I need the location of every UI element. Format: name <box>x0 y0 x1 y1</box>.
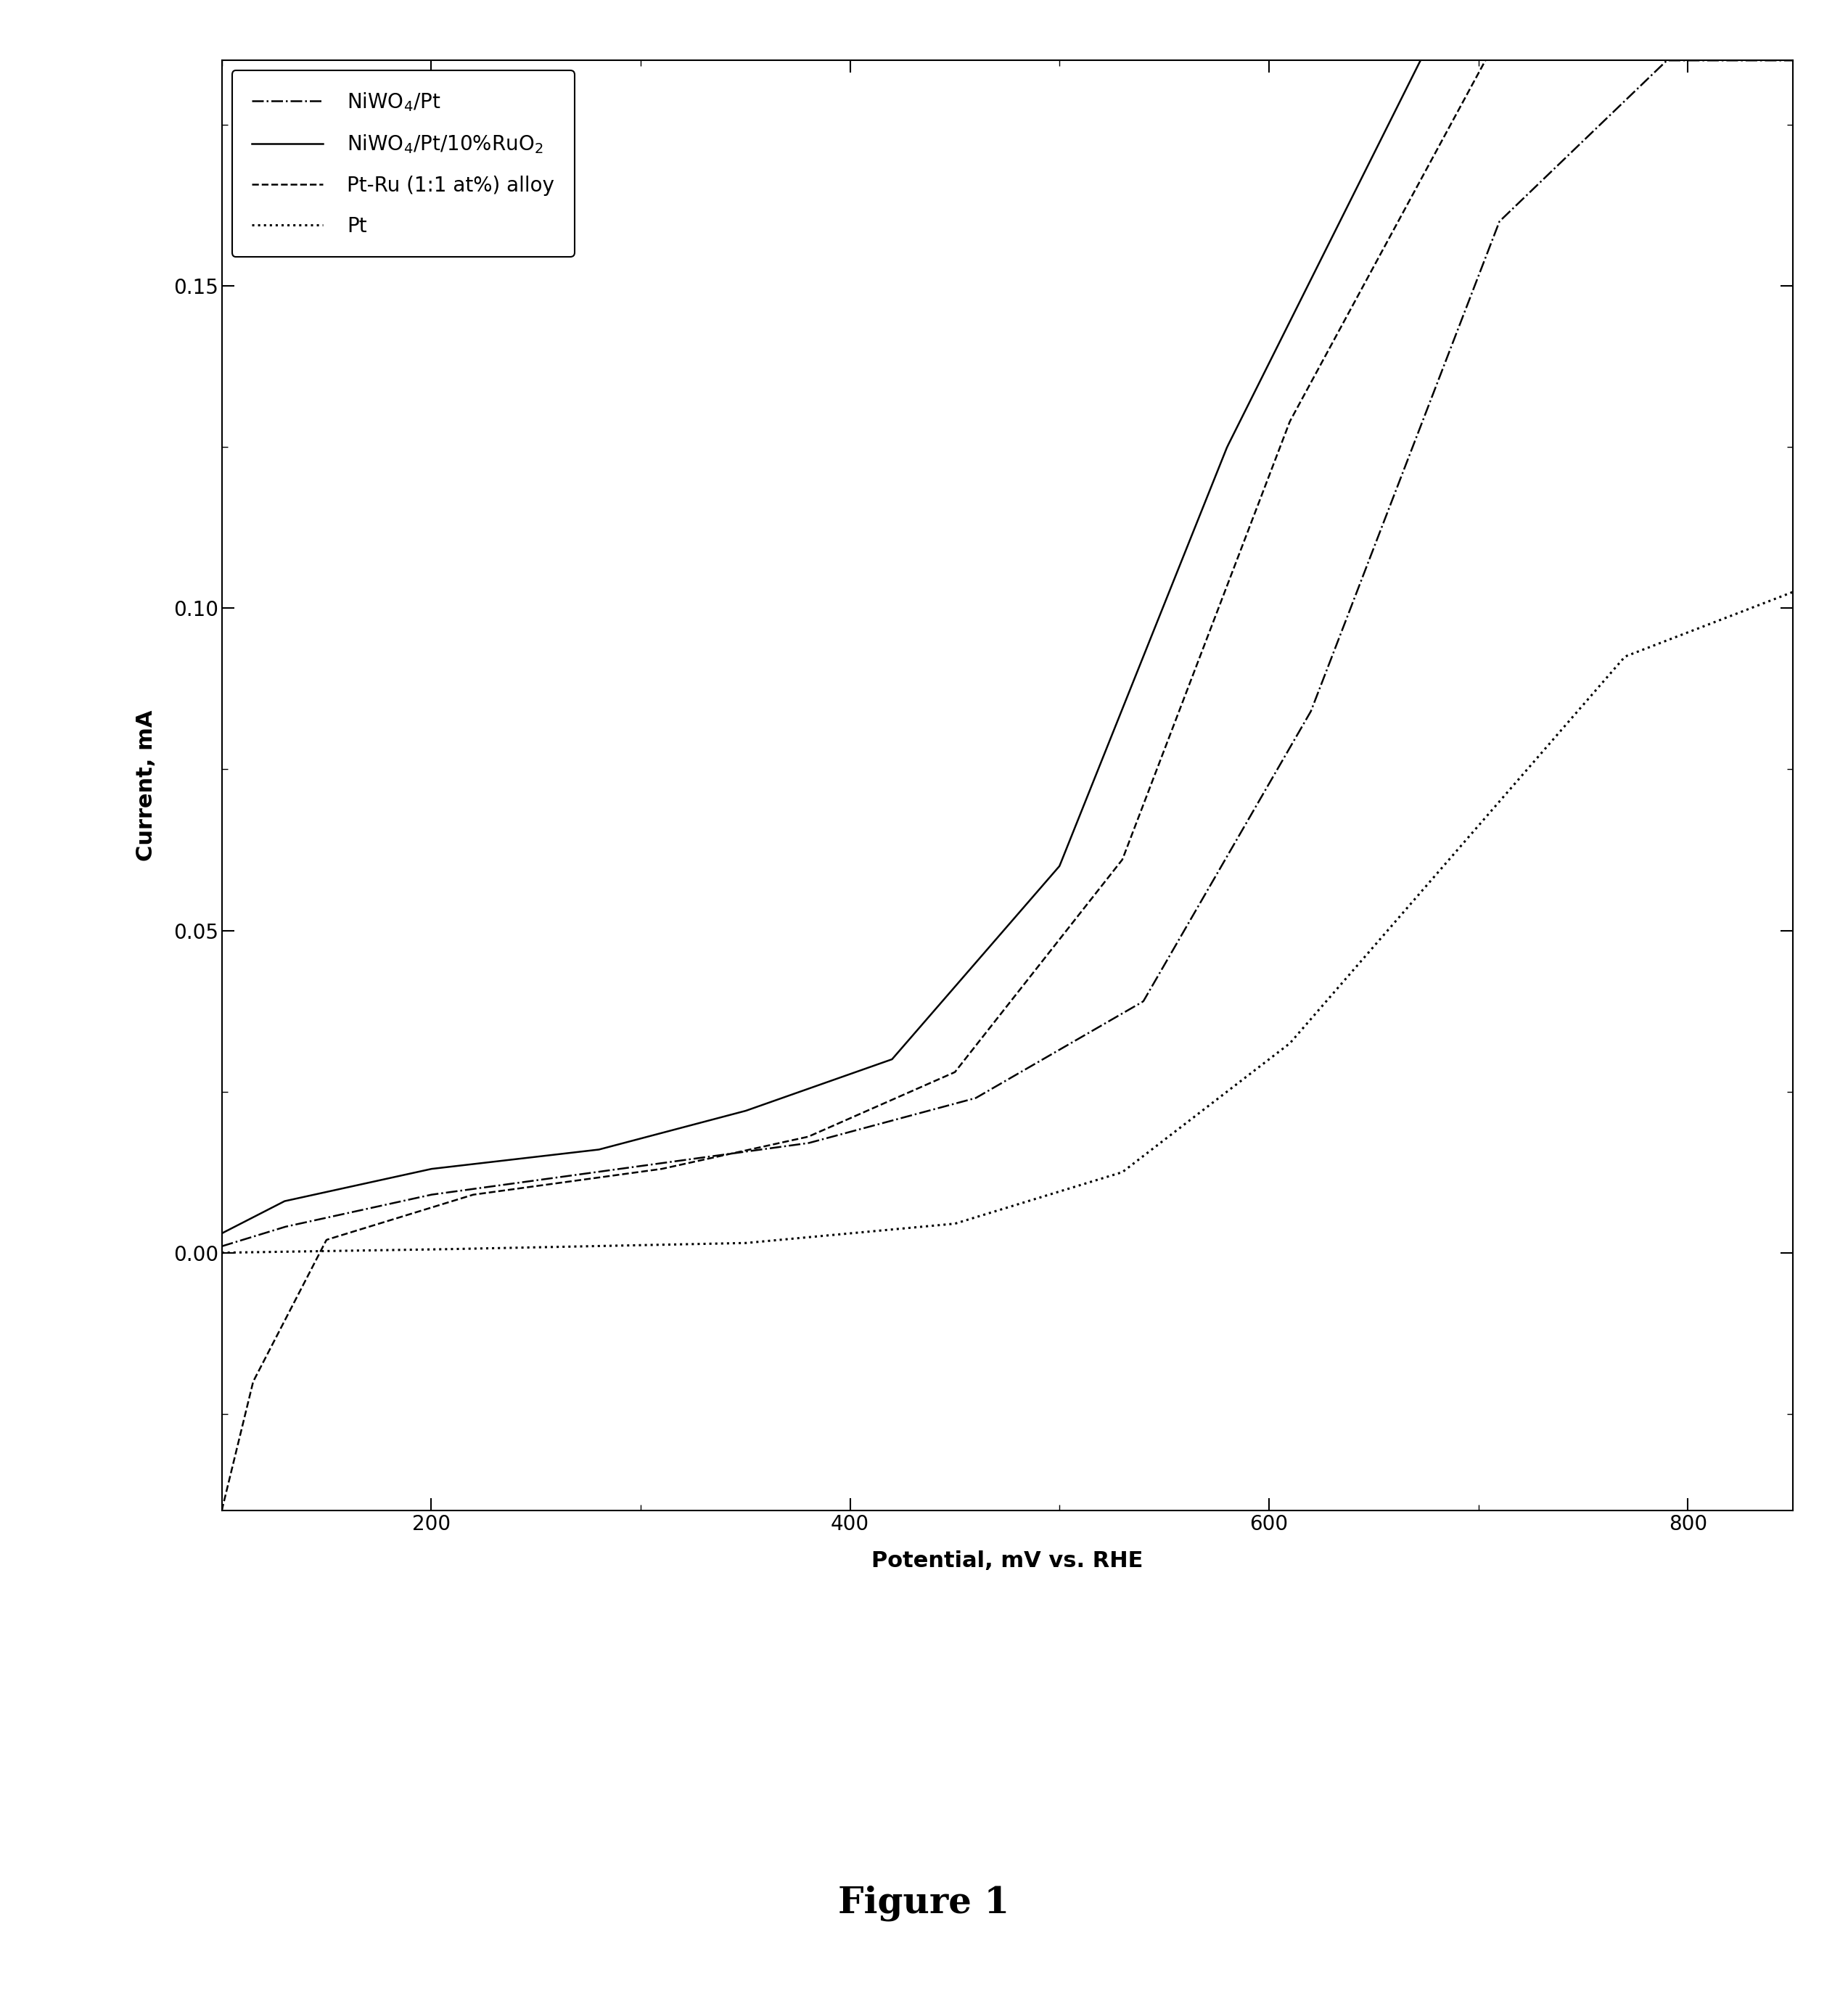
NiWO$_4$/Pt <box>974 1080 996 1104</box>
NiWO$_4$/Pt <box>1735 48 1757 73</box>
Line: Pt-Ru (1:1 at%) alloy: Pt-Ru (1:1 at%) alloy <box>222 0 1793 1510</box>
Pt <box>974 1202 996 1227</box>
NiWO$_4$/Pt/10%RuO$_2$ <box>1449 16 1471 40</box>
Text: Figure 1: Figure 1 <box>839 1885 1009 1921</box>
NiWO$_4$/Pt <box>1447 316 1469 340</box>
NiWO$_4$/Pt <box>933 1094 955 1118</box>
Pt <box>1447 836 1469 860</box>
Pt <box>290 1239 312 1263</box>
NiWO$_4$/Pt/10%RuO$_2$ <box>290 1186 312 1210</box>
Pt <box>933 1212 955 1237</box>
Pt-Ru (1:1 at%) alloy <box>1735 0 1757 8</box>
Pt-Ru (1:1 at%) alloy <box>1510 0 1532 8</box>
NiWO$_4$/Pt <box>290 1210 312 1235</box>
Line: NiWO$_4$/Pt/10%RuO$_2$: NiWO$_4$/Pt/10%RuO$_2$ <box>222 28 1793 1233</box>
Pt <box>1781 580 1804 604</box>
Pt-Ru (1:1 at%) alloy <box>1781 0 1804 8</box>
NiWO$_4$/Pt/10%RuO$_2$ <box>1735 16 1757 40</box>
NiWO$_4$/Pt <box>1781 48 1804 73</box>
Pt-Ru (1:1 at%) alloy <box>1447 99 1469 123</box>
Pt-Ru (1:1 at%) alloy <box>974 1021 996 1045</box>
NiWO$_4$/Pt <box>1656 48 1678 73</box>
NiWO$_4$/Pt <box>1737 48 1759 73</box>
NiWO$_4$/Pt/10%RuO$_2$ <box>974 939 996 963</box>
NiWO$_4$/Pt <box>211 1235 233 1259</box>
Pt-Ru (1:1 at%) alloy <box>933 1065 955 1090</box>
NiWO$_4$/Pt/10%RuO$_2$ <box>1425 16 1447 40</box>
Pt-Ru (1:1 at%) alloy <box>290 1275 312 1299</box>
NiWO$_4$/Pt/10%RuO$_2$ <box>211 1220 233 1245</box>
Pt <box>1735 598 1757 622</box>
Pt <box>211 1241 233 1265</box>
NiWO$_4$/Pt/10%RuO$_2$ <box>1781 16 1804 40</box>
Line: NiWO$_4$/Pt: NiWO$_4$/Pt <box>222 60 1793 1247</box>
Pt-Ru (1:1 at%) alloy <box>1737 0 1759 8</box>
Legend: NiWO$_4$/Pt, NiWO$_4$/Pt/10%RuO$_2$, Pt-Ru (1:1 at%) alloy, Pt: NiWO$_4$/Pt, NiWO$_4$/Pt/10%RuO$_2$, Pt-… <box>231 70 575 256</box>
Pt-Ru (1:1 at%) alloy <box>211 1498 233 1523</box>
NiWO$_4$/Pt/10%RuO$_2$ <box>933 987 955 1011</box>
Pt <box>1735 598 1757 622</box>
Line: Pt: Pt <box>222 592 1793 1253</box>
NiWO$_4$/Pt/10%RuO$_2$ <box>1737 16 1759 40</box>
Y-axis label: Current, mA: Current, mA <box>137 709 157 862</box>
X-axis label: Potential, mV vs. RHE: Potential, mV vs. RHE <box>872 1551 1142 1571</box>
